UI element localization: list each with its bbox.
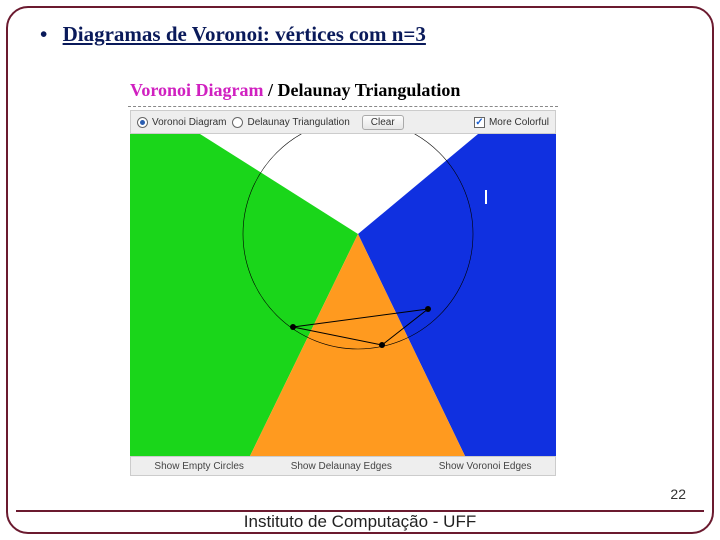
radio-voronoi-label: Voronoi Diagram xyxy=(152,117,226,128)
checkbox-colorful[interactable]: ✓ More Colorful xyxy=(474,117,549,128)
applet-toolbar: Voronoi Diagram Delaunay Triangulation C… xyxy=(130,110,556,134)
footer-text: Instituto de Computação - UFF xyxy=(0,512,720,532)
checkbox-icon: ✓ xyxy=(474,117,485,128)
clear-button[interactable]: Clear xyxy=(362,115,404,130)
radio-delaunay-label: Delaunay Triangulation xyxy=(247,117,349,128)
subhead-delaunay: Delaunay Triangulation xyxy=(278,80,461,100)
applet-bottombar: Show Empty Circles Show Delaunay Edges S… xyxy=(130,456,556,476)
subhead-voronoi: Voronoi Diagram xyxy=(130,80,264,100)
page-number: 22 xyxy=(670,486,686,502)
bullet-text: Diagramas de Voronoi: vértices com n=3 xyxy=(63,22,426,46)
separator-dashed xyxy=(128,106,558,107)
bottombar-item-delaunay[interactable]: Show Delaunay Edges xyxy=(291,461,392,472)
voronoi-diagram[interactable] xyxy=(130,134,556,456)
radio-voronoi[interactable]: Voronoi Diagram xyxy=(137,117,226,128)
checkbox-label: More Colorful xyxy=(489,117,549,128)
bullet-dot: • xyxy=(40,22,47,46)
slide-bullet: • Diagramas de Voronoi: vértices com n=3 xyxy=(40,22,426,47)
radio-icon xyxy=(232,117,243,128)
subheading: Voronoi Diagram / Delaunay Triangulation xyxy=(130,80,460,101)
diagram-svg xyxy=(130,134,556,456)
radio-delaunay[interactable]: Delaunay Triangulation xyxy=(232,117,349,128)
radio-icon xyxy=(137,117,148,128)
bottombar-item-circles[interactable]: Show Empty Circles xyxy=(154,461,243,472)
bottombar-item-voronoi[interactable]: Show Voronoi Edges xyxy=(439,461,532,472)
subhead-slash: / xyxy=(264,80,278,100)
